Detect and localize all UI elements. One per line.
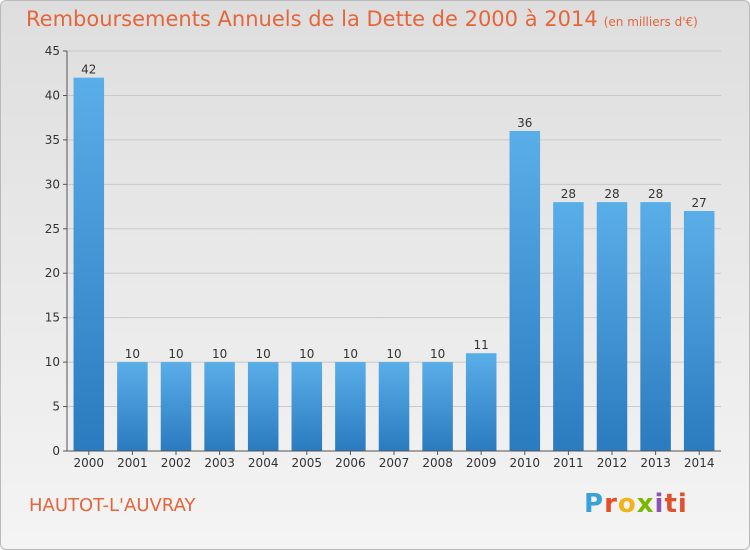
bar-2005 — [291, 362, 323, 451]
bar-2000 — [73, 77, 105, 452]
y-tick-label: 20 — [45, 266, 60, 280]
bar-2012 — [596, 202, 628, 451]
logo-letter: i — [654, 489, 665, 519]
value-label: 28 — [561, 187, 576, 201]
proxiti-logo: Proxiti — [584, 489, 688, 519]
x-tick-label: 2002 — [161, 456, 192, 470]
x-tick-label: 2000 — [74, 456, 105, 470]
data-labels: 42 10 10 10 10 10 10 10 10 11 36 28 28 28 27 — [81, 63, 707, 361]
value-label: 10 — [125, 347, 140, 361]
bar-2009 — [465, 353, 497, 451]
x-tick-label: 2009 — [466, 456, 497, 470]
bar-2014 — [683, 211, 715, 451]
y-tick-label: 10 — [45, 355, 60, 369]
chart-unit: (en milliers d'€) — [603, 15, 698, 29]
value-label: 10 — [212, 347, 227, 361]
bar-2010 — [509, 131, 541, 451]
x-tick-label: 2001 — [117, 456, 148, 470]
bar-2008 — [422, 362, 453, 451]
value-label: 27 — [692, 196, 707, 210]
chart-title-text: Remboursements Annuels de la Dette de 20… — [26, 7, 598, 31]
value-label: 10 — [386, 347, 401, 361]
y-tick-label: 0 — [52, 444, 60, 458]
x-tick-label: 2004 — [248, 456, 279, 470]
x-tick-label: 2003 — [204, 456, 235, 470]
value-label: 28 — [648, 187, 663, 201]
logo-letter: P — [584, 489, 605, 519]
y-tick-label: 40 — [45, 88, 60, 102]
y-tick-label: 5 — [52, 400, 60, 414]
value-label: 10 — [299, 347, 314, 361]
y-tick-label: 25 — [45, 222, 60, 236]
value-label: 28 — [604, 187, 619, 201]
bar-2003 — [204, 362, 235, 451]
x-tick-label: 2006 — [335, 456, 366, 470]
chart-title: Remboursements Annuels de la Dette de 20… — [26, 7, 698, 31]
logo-letter: o — [617, 489, 637, 519]
value-label: 42 — [81, 63, 96, 77]
value-label: 10 — [343, 347, 358, 361]
axes: 0 5 10 15 20 25 30 35 40 45 2000 2001 2002 2003 2004 20… — [45, 44, 721, 470]
logo-letter: t — [664, 489, 678, 519]
x-tick-label: 2013 — [640, 456, 671, 470]
value-label: 36 — [517, 116, 532, 130]
bar-2004 — [247, 362, 279, 451]
bar-2001 — [117, 362, 148, 451]
x-tick-label: 2011 — [553, 456, 584, 470]
x-tick-label: 2014 — [684, 456, 715, 470]
value-label: 10 — [430, 347, 445, 361]
bar-2006 — [335, 362, 366, 451]
bar-2007 — [378, 362, 410, 451]
value-label: 11 — [474, 338, 489, 352]
logo-letter: r — [604, 489, 618, 519]
bar-2002 — [160, 362, 192, 451]
x-tick-label: 2007 — [379, 456, 410, 470]
y-tick-label: 35 — [45, 133, 60, 147]
logo-letter: x — [636, 489, 655, 519]
value-label: 10 — [256, 347, 271, 361]
x-tick-label: 2012 — [597, 456, 628, 470]
bar-2013 — [640, 202, 671, 451]
bar-2011 — [553, 202, 584, 451]
value-label: 10 — [168, 347, 183, 361]
x-tick-label: 2008 — [422, 456, 453, 470]
x-tick-label: 2010 — [510, 456, 541, 470]
x-tick-label: 2005 — [292, 456, 323, 470]
y-tick-label: 45 — [45, 44, 60, 58]
bars — [73, 77, 715, 452]
y-tick-label: 30 — [45, 177, 60, 191]
commune-name: HAUTOT-L'AUVRAY — [29, 495, 196, 516]
logo-letter: i — [677, 489, 688, 519]
y-tick-label: 15 — [45, 311, 60, 325]
